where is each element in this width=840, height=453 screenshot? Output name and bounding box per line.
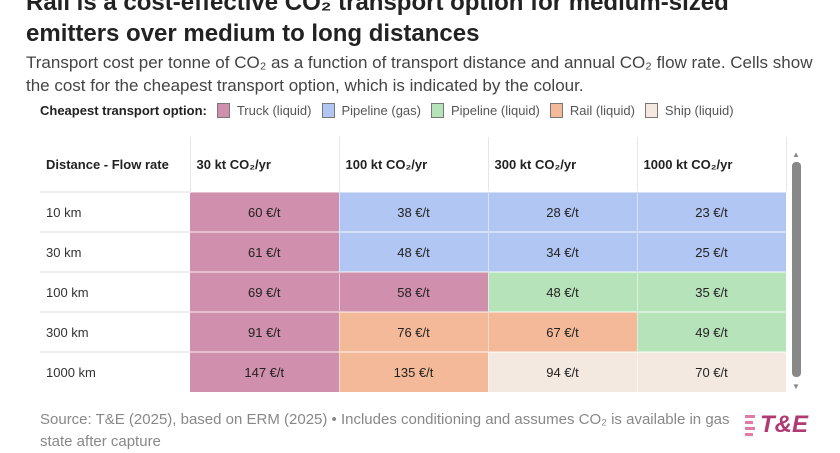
cost-cell: 70 €/t bbox=[637, 351, 787, 392]
table-row: 30 km 61 €/t 48 €/t 34 €/t 25 €/t bbox=[40, 231, 787, 272]
column-header: 1000 kt CO₂/yr bbox=[637, 137, 787, 192]
table-row: 10 km 60 €/t 38 €/t 28 €/t 23 €/t bbox=[40, 191, 787, 232]
scrollbar-thumb[interactable] bbox=[792, 162, 801, 377]
legend-swatch bbox=[321, 103, 335, 118]
legend-item-label: Truck (liquid) bbox=[236, 103, 312, 118]
scroll-down-arrow-icon[interactable]: ▼ bbox=[792, 382, 800, 391]
cost-table: Distance - Flow rate 30 kt CO₂/yr 100 kt C… bbox=[40, 137, 787, 392]
scrollbar[interactable]: ▲ ▼ bbox=[792, 150, 801, 395]
legend-item-label: Pipeline (liquid) bbox=[451, 103, 540, 118]
row-label: 10 km bbox=[40, 191, 190, 232]
legend-item: Truck (liquid) bbox=[216, 103, 312, 118]
te-logo: T&E bbox=[745, 411, 808, 439]
row-label: 100 km bbox=[40, 271, 190, 312]
cost-cell: 35 €/t bbox=[637, 271, 787, 312]
column-header: 300 kt CO₂/yr bbox=[488, 137, 638, 192]
cost-cell: 94 €/t bbox=[488, 351, 638, 392]
cost-cell: 76 €/t bbox=[339, 311, 489, 352]
legend: Cheapest transport option: Truck (liquid… bbox=[40, 103, 744, 118]
column-header: 30 kt CO₂/yr bbox=[190, 137, 340, 192]
legend-swatch bbox=[549, 103, 563, 118]
cost-cell: 34 €/t bbox=[488, 231, 638, 272]
row-label: 30 km bbox=[40, 231, 190, 272]
row-label: 1000 km bbox=[40, 351, 190, 392]
legend-item: Pipeline (liquid) bbox=[431, 103, 540, 118]
legend-item: Rail (liquid) bbox=[549, 103, 635, 118]
table-row: 300 km 91 €/t 76 €/t 67 €/t 49 €/t bbox=[40, 311, 787, 352]
legend-item-label: Pipeline (gas) bbox=[341, 103, 422, 118]
legend-item: Ship (liquid) bbox=[644, 103, 734, 118]
cost-cell: 23 €/t bbox=[637, 191, 787, 232]
cost-cell: 48 €/t bbox=[339, 231, 489, 272]
cost-cell: 147 €/t bbox=[190, 351, 340, 392]
cost-cell: 38 €/t bbox=[339, 191, 489, 232]
cost-cell: 48 €/t bbox=[488, 271, 638, 312]
cost-cell: 67 €/t bbox=[488, 311, 638, 352]
legend-label: Cheapest transport option: bbox=[40, 103, 207, 118]
scroll-up-arrow-icon[interactable]: ▲ bbox=[792, 150, 800, 159]
cost-cell: 58 €/t bbox=[339, 271, 489, 312]
table-row: 1000 km 147 €/t 135 €/t 94 €/t 70 €/t bbox=[40, 351, 787, 392]
cost-cell: 49 €/t bbox=[637, 311, 787, 352]
source-note: Source: T&E (2025), based on ERM (2025) … bbox=[40, 411, 730, 450]
row-label: 300 km bbox=[40, 311, 190, 352]
cost-cell: 91 €/t bbox=[190, 311, 340, 352]
legend-swatch bbox=[216, 103, 230, 118]
legend-swatch bbox=[431, 103, 444, 118]
cost-cell: 69 €/t bbox=[190, 271, 340, 312]
cost-cell: 25 €/t bbox=[637, 231, 787, 272]
cost-cell: 28 €/t bbox=[488, 191, 638, 232]
cost-cell: 61 €/t bbox=[190, 231, 340, 272]
chart-subtitle: Transport cost per tonne of CO₂ as a fun… bbox=[26, 53, 813, 95]
logo-text: T&E bbox=[760, 411, 808, 438]
corner-header: Distance - Flow rate bbox=[40, 137, 191, 192]
column-header: 100 kt CO₂/yr bbox=[339, 137, 489, 192]
table-row: 100 km 69 €/t 58 €/t 48 €/t 35 €/t bbox=[40, 271, 787, 312]
legend-item-label: Ship (liquid) bbox=[664, 103, 734, 118]
legend-swatch bbox=[644, 103, 658, 118]
chart-title: Rail is a cost-effective CO₂ transport o… bbox=[26, 0, 729, 47]
legend-item-label: Rail (liquid) bbox=[569, 103, 635, 118]
cost-cell: 60 €/t bbox=[190, 191, 340, 232]
logo-bars-icon bbox=[745, 414, 755, 436]
cost-cell: 135 €/t bbox=[339, 351, 489, 392]
legend-item: Pipeline (gas) bbox=[321, 103, 422, 118]
